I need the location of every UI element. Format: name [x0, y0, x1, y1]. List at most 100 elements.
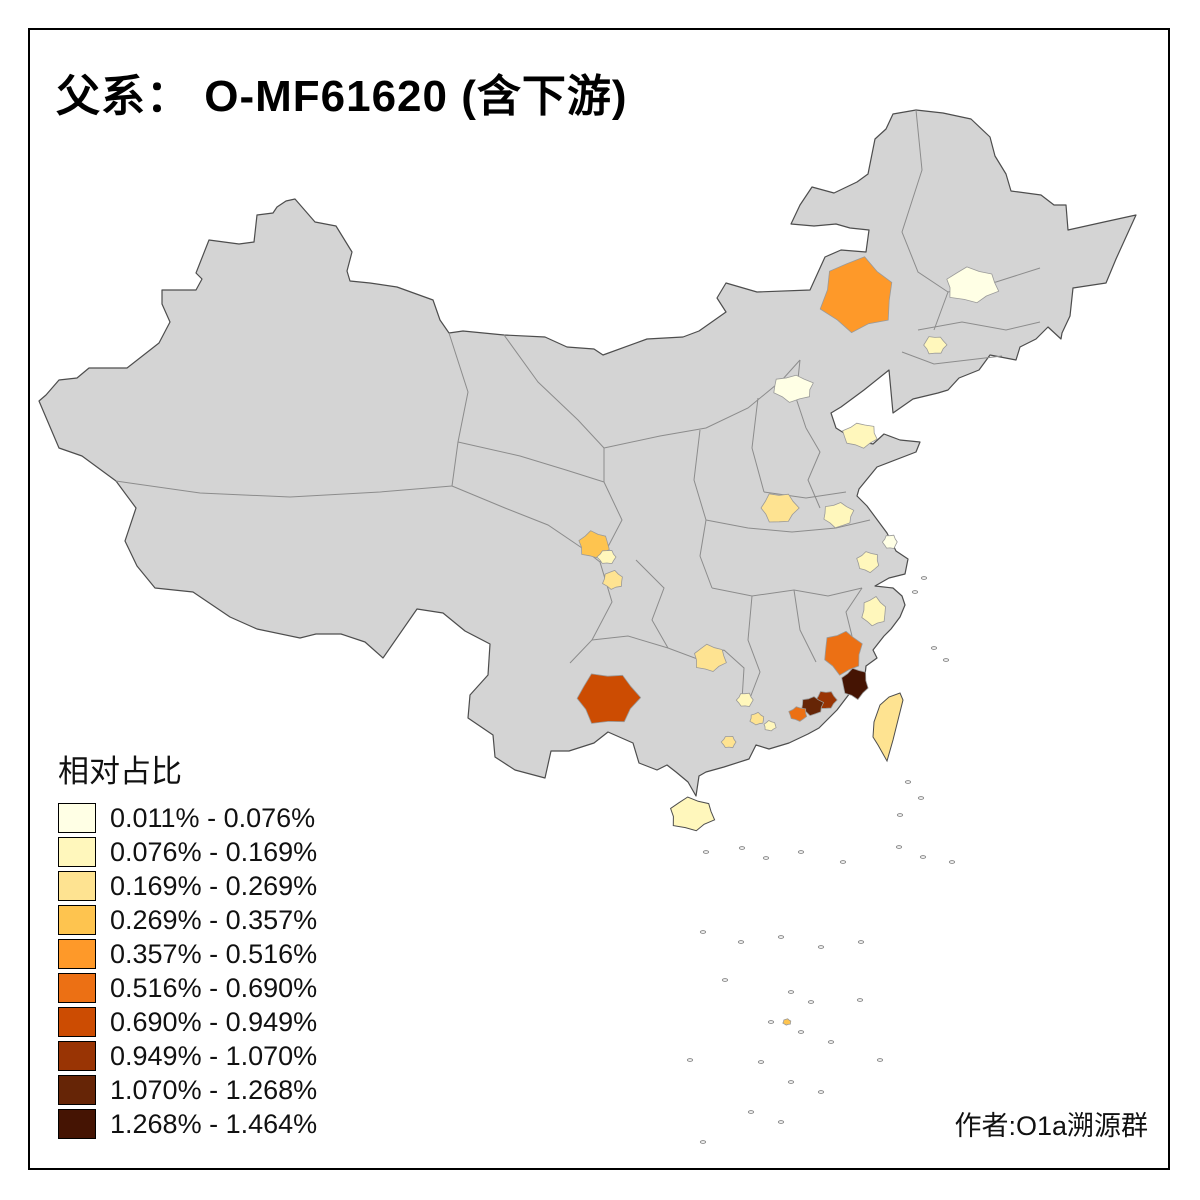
legend-label: 0.949% - 1.070%: [110, 1040, 318, 1071]
sea-islet: [876, 1058, 884, 1062]
legend-row: 0.169% - 0.269%: [58, 871, 317, 901]
sea-islet: [930, 646, 938, 650]
legend-swatch: [58, 1109, 96, 1139]
sea-islet: [817, 1090, 825, 1094]
legend-swatch: [58, 1007, 96, 1037]
map-region: [596, 550, 617, 564]
legend-swatch: [58, 973, 96, 1003]
legend-swatch: [58, 1041, 96, 1071]
legend-label: 0.011% - 0.076%: [110, 802, 316, 833]
map-region: [841, 667, 869, 700]
sea-islet: [817, 945, 825, 949]
sea-islet: [904, 780, 912, 784]
province-border: [901, 109, 949, 293]
map-region: [763, 720, 777, 732]
province-border: [751, 397, 765, 493]
legend-row: 0.690% - 0.949%: [58, 1007, 317, 1037]
province-border: [115, 480, 453, 498]
legend-row: 0.357% - 0.516%: [58, 939, 317, 969]
taiwan-island: [872, 692, 904, 763]
map-region: [801, 696, 824, 716]
map-title: 父系： O-MF61620 (含下游): [56, 72, 628, 121]
province-border: [805, 427, 821, 509]
legend-label: 1.268% - 1.464%: [110, 1108, 318, 1139]
legend-label: 0.076% - 0.169%: [110, 836, 318, 867]
sea-islet: [787, 1080, 795, 1084]
sea-islet: [721, 978, 729, 982]
map-region: [842, 422, 878, 449]
sea-islet: [777, 1120, 785, 1124]
legend-swatch: [58, 1075, 96, 1105]
sea-islet: [757, 1060, 765, 1064]
sea-islet: [896, 813, 904, 817]
legend-rows: 0.011% - 0.076% 0.076% - 0.169% 0.169% - 0…: [58, 803, 317, 1139]
map-region: [819, 256, 893, 334]
province-border: [693, 429, 707, 521]
legend-label: 0.357% - 0.516%: [110, 938, 318, 969]
province-border: [705, 519, 871, 533]
sea-islet: [911, 590, 919, 594]
legend-row: 0.269% - 0.357%: [58, 905, 317, 935]
province-border: [917, 321, 1041, 331]
province-border: [723, 649, 745, 701]
map-region: [760, 493, 800, 523]
province-border: [933, 291, 949, 331]
legend: 相对占比 0.011% - 0.076% 0.076% - 0.169% 0.169…: [58, 746, 317, 1143]
sea-islet: [797, 850, 805, 854]
sea-islet: [747, 1110, 755, 1114]
hainan-island: [670, 796, 716, 832]
sea-islet: [942, 658, 950, 662]
map-region: [824, 630, 863, 676]
province-border: [747, 595, 761, 699]
sea-islet: [699, 1140, 707, 1144]
map-region: [856, 551, 880, 573]
map-region: [602, 570, 623, 590]
legend-row: 0.516% - 0.690%: [58, 973, 317, 1003]
sea-islet: [787, 990, 795, 994]
sea-islet: [895, 845, 903, 849]
legend-row: 0.949% - 1.070%: [58, 1041, 317, 1071]
map-region: [749, 712, 765, 726]
sea-islet: [827, 1040, 835, 1044]
sea-islet: [948, 860, 956, 864]
legend-row: 1.268% - 1.464%: [58, 1109, 317, 1139]
sea-islet: [917, 796, 925, 800]
sea-islet: [737, 940, 745, 944]
map-region: [861, 596, 886, 627]
legend-label: 0.690% - 0.949%: [110, 1006, 318, 1037]
legend-swatch: [58, 871, 96, 901]
legend-row: 0.011% - 0.076%: [58, 803, 317, 833]
map-region: [773, 374, 814, 403]
map-region: [882, 534, 898, 549]
sea-islet: [686, 1058, 694, 1062]
author-credit: 作者:O1a溯源群: [954, 1111, 1148, 1141]
sea-islet: [919, 855, 927, 859]
province-border: [635, 559, 669, 649]
map-region: [782, 1018, 792, 1026]
sea-islet: [767, 1020, 775, 1024]
legend-label: 0.269% - 0.357%: [110, 904, 318, 935]
map-region: [576, 673, 642, 724]
province-border: [845, 587, 863, 637]
legend-title: 相对占比: [58, 754, 182, 789]
sea-islet: [777, 935, 785, 939]
legend-label: 1.070% - 1.268%: [110, 1074, 318, 1105]
legend-label: 0.169% - 0.269%: [110, 870, 318, 901]
province-border: [503, 334, 605, 482]
province-border: [793, 589, 817, 663]
map-region: [720, 736, 737, 749]
map-region: [735, 692, 754, 707]
sea-islet: [797, 1030, 805, 1034]
sea-islet: [738, 846, 746, 850]
province-border: [448, 332, 469, 487]
map-region: [694, 643, 727, 672]
province-border: [699, 519, 713, 589]
sea-islet: [839, 860, 847, 864]
sea-islet: [856, 998, 864, 1002]
province-border: [603, 359, 801, 449]
legend-row: 1.070% - 1.268%: [58, 1075, 317, 1105]
legend-swatch: [58, 939, 96, 969]
legend-row: 0.076% - 0.169%: [58, 837, 317, 867]
map-region: [946, 266, 1000, 304]
legend-label: 0.516% - 0.690%: [110, 972, 318, 1003]
